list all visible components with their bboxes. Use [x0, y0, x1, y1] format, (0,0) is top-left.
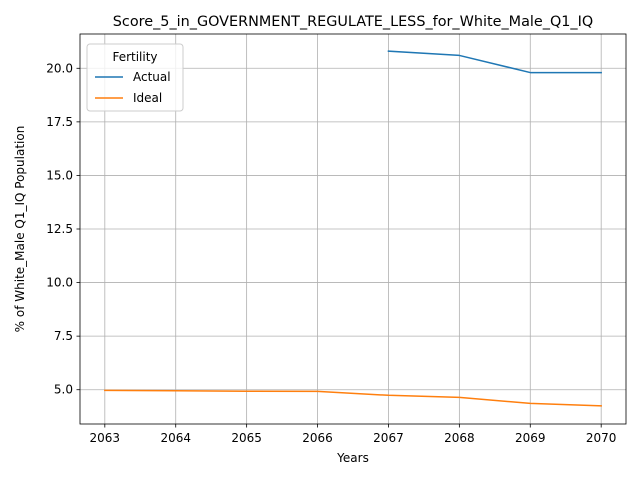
- legend-label-ideal: Ideal: [133, 91, 162, 105]
- x-tick-label: 2068: [444, 431, 475, 445]
- y-tick-label: 10.0: [46, 276, 73, 290]
- legend-entries: Actual Ideal: [95, 70, 171, 105]
- y-tick-label: 7.5: [54, 329, 73, 343]
- chart-title: Score_5_in_GOVERNMENT_REGULATE_LESS_for_…: [113, 14, 593, 30]
- x-axis-label: Years: [336, 451, 369, 465]
- tick-layer: 2063 2064 2065 2066 2067 2068 2069 2070 5.0 7.5 10…: [46, 61, 616, 445]
- y-tick-label: 5.0: [54, 383, 73, 397]
- x-tick-label: 2069: [515, 431, 546, 445]
- legend-box: [86, 43, 184, 112]
- x-tick-label: 2065: [231, 431, 262, 445]
- legend-title: Fertility: [112, 50, 157, 64]
- legend: Fertility Actual Ideal: [86, 43, 184, 112]
- y-tick-label: 17.5: [46, 115, 73, 129]
- x-tick-label: 2064: [160, 431, 191, 445]
- series-line-actual: [387, 50, 602, 74]
- x-tick-label: 2063: [90, 431, 121, 445]
- x-tick-label: 2067: [373, 431, 404, 445]
- x-tick-label: 2070: [586, 431, 617, 445]
- grid-layer: [80, 34, 626, 424]
- y-axis-label: % of White_Male Q1_IQ Population: [13, 126, 27, 333]
- legend-label-actual: Actual: [133, 70, 171, 84]
- y-tick-label: 15.0: [46, 168, 73, 182]
- series-layer: [104, 50, 602, 407]
- y-tick-label: 20.0: [46, 61, 73, 75]
- y-tick-label: 12.5: [46, 222, 73, 236]
- x-tick-label: 2066: [302, 431, 333, 445]
- series-line-ideal: [104, 389, 602, 407]
